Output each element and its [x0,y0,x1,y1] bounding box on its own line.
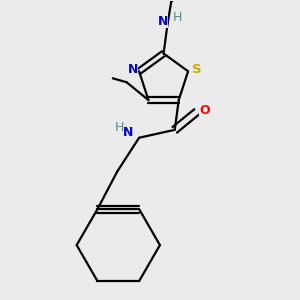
Text: N: N [128,63,138,76]
Text: H: H [115,121,124,134]
Text: N: N [158,15,168,28]
Text: S: S [192,63,202,76]
Text: H: H [173,11,182,24]
Text: N: N [123,127,133,140]
Text: O: O [199,103,210,116]
